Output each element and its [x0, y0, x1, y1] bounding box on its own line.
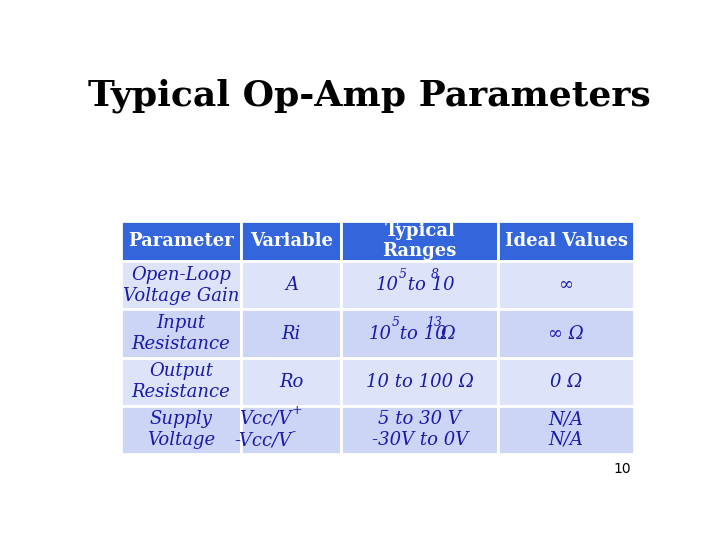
Text: Typical Op-Amp Parameters: Typical Op-Amp Parameters: [88, 79, 650, 113]
Text: 5 to 30 V
-30V to 0V: 5 to 30 V -30V to 0V: [372, 410, 468, 449]
Text: 5: 5: [399, 268, 408, 281]
Text: Input
Resistance: Input Resistance: [132, 314, 230, 353]
Text: A: A: [285, 276, 298, 294]
Text: 10: 10: [369, 325, 392, 342]
Bar: [121, 221, 241, 261]
Text: Output
Resistance: Output Resistance: [132, 362, 230, 401]
Bar: [341, 357, 498, 406]
Text: 13: 13: [426, 316, 442, 329]
Bar: [341, 261, 498, 309]
Text: to 10: to 10: [402, 276, 454, 294]
Bar: [121, 357, 241, 406]
Bar: [241, 406, 341, 454]
Bar: [241, 221, 341, 261]
Text: Ro: Ro: [279, 373, 304, 390]
Text: Typical
Ranges: Typical Ranges: [382, 222, 457, 260]
Text: 10: 10: [376, 276, 399, 294]
Bar: [241, 261, 341, 309]
Bar: [241, 309, 341, 357]
Bar: [341, 309, 498, 357]
Text: ∞ Ω: ∞ Ω: [548, 325, 584, 342]
Bar: [498, 309, 634, 357]
Text: -: -: [292, 425, 295, 438]
Text: 0 Ω: 0 Ω: [550, 373, 582, 390]
Text: Vcc/V: Vcc/V: [239, 410, 292, 428]
Text: ∞: ∞: [559, 276, 574, 294]
Text: Ideal Values: Ideal Values: [505, 232, 628, 250]
Text: +: +: [292, 404, 302, 417]
Bar: [498, 221, 634, 261]
Text: N/A
N/A: N/A N/A: [549, 410, 583, 449]
Bar: [121, 406, 241, 454]
Bar: [498, 406, 634, 454]
Text: Parameter: Parameter: [128, 232, 234, 250]
Bar: [121, 309, 241, 357]
Text: Variable: Variable: [250, 232, 333, 250]
Bar: [341, 406, 498, 454]
Bar: [121, 261, 241, 309]
Bar: [241, 357, 341, 406]
Text: Ω: Ω: [435, 325, 456, 342]
Bar: [498, 261, 634, 309]
Text: 8: 8: [431, 268, 439, 281]
Bar: [498, 357, 634, 406]
Bar: [341, 221, 498, 261]
Text: Supply
Voltage: Supply Voltage: [147, 410, 215, 449]
Text: 5: 5: [392, 316, 400, 329]
Text: to 10: to 10: [394, 325, 446, 342]
Text: -Vcc/V: -Vcc/V: [234, 431, 292, 449]
Text: Ri: Ri: [282, 325, 301, 342]
Text: 10: 10: [613, 462, 631, 476]
Text: Open-Loop
Voltage Gain: Open-Loop Voltage Gain: [123, 266, 239, 305]
Text: 10 to 100 Ω: 10 to 100 Ω: [366, 373, 474, 390]
